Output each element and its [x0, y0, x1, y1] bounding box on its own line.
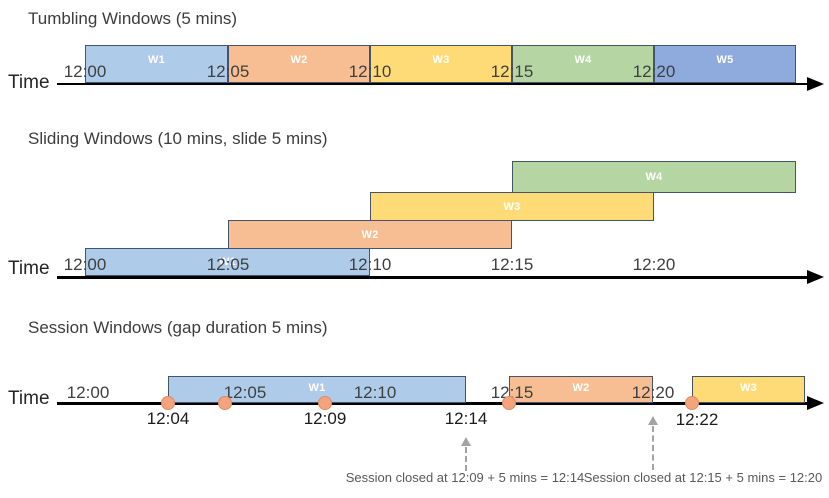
session-tick-1210: 12:10 — [353, 383, 397, 402]
session-time-axis-label: Time — [8, 388, 50, 409]
window-label: W1 — [147, 54, 166, 66]
session-tick-1200: 12:00 — [66, 383, 110, 402]
session-closed-annotation-1: Session closed at 12:09 + 5 mins = 12:14 — [345, 470, 585, 485]
tumbling-window-bar-w2: W2 — [228, 45, 370, 83]
tumbling-axis-arrowhead-icon — [807, 77, 824, 91]
session-closed-annotation-2: Session closed at 12:15 + 5 mins = 12:20 — [583, 470, 823, 485]
event-time-label-1209: 12:09 — [303, 409, 347, 428]
window-label: W3 — [503, 200, 521, 213]
window-label: W4 — [645, 171, 663, 183]
window-label: W2 — [572, 381, 590, 394]
up-arrow-icon — [648, 416, 658, 425]
tumbling-tick-1220: 12:20 — [632, 62, 676, 81]
sliding-tick-1215: 12:15 — [490, 255, 534, 274]
session-window-bar-w2: W2 — [509, 376, 653, 403]
event-time-label-1204: 12:04 — [146, 409, 190, 428]
sliding-window-bar-w4: W4 — [512, 161, 796, 193]
event-dot-1206 — [218, 396, 232, 410]
window-label: W3 — [432, 54, 450, 66]
session-axis-arrowhead-icon — [807, 396, 824, 410]
event-dot-1222 — [685, 396, 699, 410]
event-dot-1215 — [502, 396, 516, 410]
window-label: W1 — [218, 256, 237, 268]
window-label: W1 — [308, 381, 326, 394]
event-dot-1204 — [161, 396, 175, 410]
sliding-tick-1200: 12:00 — [63, 255, 107, 274]
window-label: W2 — [361, 228, 379, 241]
session-tick-1205: 12:05 — [223, 383, 267, 402]
tumbling-tick-1210: 12:10 — [348, 62, 392, 81]
session-window-bar-w1: W1 — [168, 376, 466, 403]
session-closed-arrow-1 — [465, 447, 467, 471]
session-timeline-axis — [57, 402, 807, 405]
tumbling-section-title: Tumbling Windows (5 mins) — [28, 9, 238, 28]
sliding-tick-1220: 12:20 — [632, 255, 676, 274]
event-time-label-1222: 12:22 — [675, 410, 719, 429]
sliding-axis-arrowhead-icon — [807, 270, 824, 284]
sliding-section-title: Sliding Windows (10 mins, slide 5 mins) — [28, 129, 328, 148]
sliding-tick-1210: 12:10 — [348, 255, 392, 274]
event-dot-1209 — [318, 396, 332, 410]
sliding-window-bar-w3: W3 — [370, 192, 654, 221]
window-label: W4 — [574, 54, 592, 66]
session-window-bar-w3: W3 — [692, 376, 805, 403]
tumbling-window-bar-w3: W3 — [370, 45, 512, 83]
tumbling-tick-1215: 12:15 — [490, 62, 534, 81]
sliding-time-axis-label: Time — [8, 258, 50, 279]
session-closed-arrow-2 — [652, 426, 654, 470]
window-label: W5 — [716, 54, 734, 66]
tumbling-timeline-axis — [57, 83, 807, 85]
tumbling-window-bar-w5: W5 — [654, 45, 796, 83]
tumbling-window-bar-w4: W4 — [512, 45, 654, 83]
tumbling-tick-1200: 12:00 — [63, 62, 107, 81]
sliding-window-bar-w1: W1 — [85, 248, 370, 276]
window-label: W3 — [739, 381, 758, 394]
up-arrow-icon — [461, 437, 471, 446]
tumbling-time-axis-label: Time — [8, 72, 50, 93]
session-tick-1215: 12:15 — [490, 383, 534, 402]
sliding-tick-1205: 12:05 — [206, 255, 250, 274]
window-label: W2 — [290, 54, 308, 66]
tumbling-tick-1205: 12:05 — [206, 62, 250, 81]
session-section-title: Session Windows (gap duration 5 mins) — [28, 318, 328, 337]
tumbling-window-bar-w1: W1 — [85, 45, 228, 83]
sliding-window-bar-w2: W2 — [228, 220, 512, 249]
event-time-label-1214: 12:14 — [444, 409, 488, 428]
sliding-timeline-axis — [57, 276, 807, 279]
session-tick-1220: 12:20 — [631, 383, 675, 402]
